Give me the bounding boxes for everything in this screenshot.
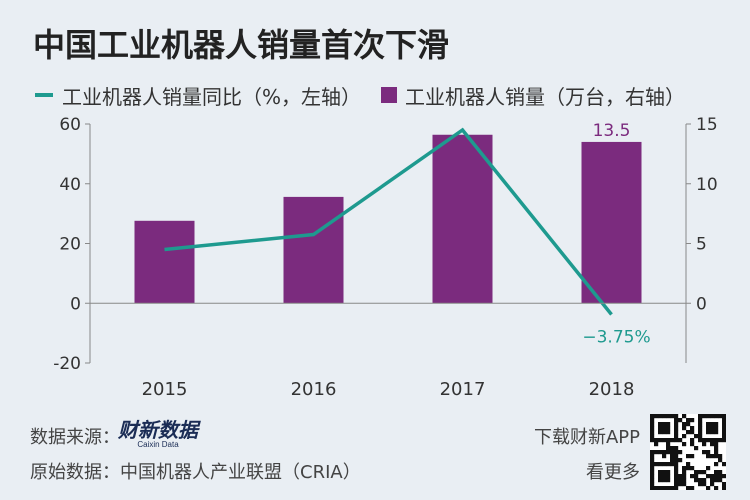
right-tick-label-5: 5 bbox=[696, 235, 707, 255]
bar-2016 bbox=[283, 196, 344, 304]
qr-code-icon[interactable] bbox=[650, 414, 726, 490]
right-tick-label-10: 10 bbox=[696, 175, 718, 195]
axes bbox=[85, 123, 691, 364]
bar-2015 bbox=[134, 220, 195, 304]
legend-line-label: 工业机器人销量同比（%，左轴） bbox=[62, 84, 362, 109]
caixin-data-logo: 财新数据 Caixin Data bbox=[118, 420, 198, 449]
left-tick-label-40: 40 bbox=[59, 175, 81, 195]
tick-labels: -20 0 20 40 60 0 5 10 15 2015 2016 2017 2018 bbox=[53, 115, 717, 400]
legend: 工业机器人销量同比（%，左轴） 工业机器人销量（万台，右轴） bbox=[35, 82, 686, 109]
legend-bar-swatch bbox=[381, 87, 398, 103]
yoy-growth-line bbox=[164, 127, 613, 316]
x-tick-label-2018: 2018 bbox=[589, 379, 635, 400]
left-tick-label-0: 0 bbox=[70, 294, 81, 314]
left-tick-label-60: 60 bbox=[59, 115, 81, 135]
annotations: 13.5 −3.75% bbox=[582, 121, 650, 348]
see-more-label[interactable]: 看更多 bbox=[586, 462, 640, 483]
brand-sub: Caixin Data bbox=[137, 440, 179, 449]
bar-2017 bbox=[432, 134, 493, 304]
brand-name: 财新数据 bbox=[118, 418, 198, 442]
legend-line-swatch bbox=[35, 93, 53, 97]
legend-bar-label: 工业机器人销量（万台，右轴） bbox=[405, 84, 686, 109]
chart-title: 中国工业机器人销量首次下滑 bbox=[33, 26, 450, 64]
source-label: 数据来源： bbox=[30, 427, 120, 448]
right-tick-label-15: 15 bbox=[696, 115, 718, 135]
x-tick-label-2016: 2016 bbox=[291, 379, 337, 400]
x-tick-label-2017: 2017 bbox=[440, 379, 486, 400]
left-tick-label-20: 20 bbox=[59, 235, 81, 255]
line-value-label-2018: −3.75% bbox=[582, 327, 650, 347]
line-series bbox=[164, 127, 613, 316]
bar-series bbox=[134, 134, 642, 304]
original-source-label: 原始数据：中国机器人产业联盟（CRIA） bbox=[30, 462, 361, 483]
x-tick-label-2015: 2015 bbox=[142, 379, 188, 400]
right-tick-label-0: 0 bbox=[696, 294, 707, 314]
download-app-label[interactable]: 下载财新APP bbox=[533, 427, 640, 448]
bar-2018 bbox=[581, 141, 642, 304]
left-tick-label--20: -20 bbox=[53, 354, 81, 374]
bar-value-label-2018: 13.5 bbox=[593, 121, 631, 141]
